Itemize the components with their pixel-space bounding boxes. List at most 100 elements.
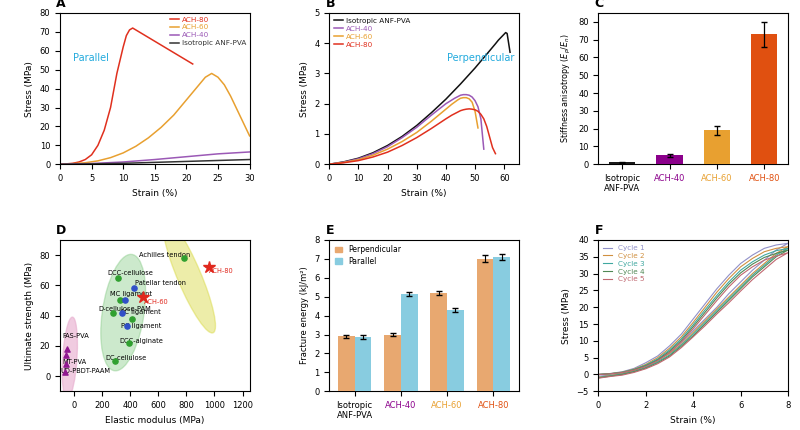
Cycle 4 [712, 310, 722, 315]
Cycle 5 [700, 312, 710, 317]
Cycle 5 [724, 285, 734, 290]
ACH-60 [118, 150, 128, 156]
Cycle 3 [759, 263, 769, 268]
Cycle 2 [771, 246, 781, 251]
ACH-60 [55, 162, 65, 167]
Point [122, 339, 135, 346]
ACH-60 [226, 94, 235, 99]
Cycle 1 [653, 353, 662, 359]
Cycle 5 [689, 334, 698, 339]
Cycle 3 [618, 370, 627, 375]
Cycle 4 [759, 264, 769, 270]
Point [118, 297, 131, 304]
Bar [704, 130, 730, 164]
Cycle 1 [618, 371, 627, 376]
ACH-40 [325, 162, 334, 167]
Cycle 2 [759, 261, 769, 266]
Isotropic ANF-PVA [412, 123, 422, 128]
ACH-80 [131, 28, 141, 33]
ACH-40 [450, 96, 459, 101]
ACH-40 [426, 113, 436, 118]
Text: D: D [56, 224, 66, 237]
ACH-40 [456, 92, 466, 98]
Y-axis label: Stress (MPa): Stress (MPa) [299, 61, 309, 117]
Cycle 2 [629, 366, 638, 372]
Cycle 3 [653, 359, 662, 364]
Cycle 3 [712, 293, 722, 298]
ACH-40 [245, 149, 254, 154]
Cycle 2 [759, 249, 769, 254]
Cycle 4 [748, 274, 758, 280]
ACH-80 [470, 107, 480, 112]
Cycle 1 [689, 316, 698, 322]
ACH-80 [465, 106, 474, 111]
Bar [609, 163, 635, 164]
Point [58, 368, 71, 375]
Bar [384, 335, 401, 391]
Legend: ACH-80, ACH-60, ACH-40, Isotropic ANF-PVA: ACH-80, ACH-60, ACH-40, Isotropic ANF-PV… [170, 16, 246, 46]
ACH-40 [368, 151, 378, 156]
Cycle 1 [594, 372, 603, 377]
Text: DCC-cellulose: DCC-cellulose [107, 270, 153, 276]
Cycle 1 [653, 357, 662, 362]
Cycle 1 [629, 368, 638, 373]
Cycle 1 [771, 247, 781, 252]
ACH-60 [462, 95, 471, 100]
ACH-80 [150, 39, 159, 44]
Cycle 5 [677, 345, 686, 350]
ACH-60 [207, 71, 217, 76]
ACH-80 [485, 135, 494, 140]
Point [107, 309, 120, 316]
Cycle 1 [783, 241, 793, 246]
Cycle 4 [629, 369, 638, 375]
Cycle 5 [700, 323, 710, 328]
Cycle 4 [606, 374, 615, 379]
ACH-60 [106, 155, 115, 160]
Ellipse shape [62, 317, 78, 399]
ACH-40 [465, 92, 474, 98]
Cycle 5 [606, 374, 615, 379]
ACH-60 [470, 109, 480, 114]
Isotropic ANF-PVA [501, 30, 510, 35]
ACH-60 [81, 160, 90, 165]
Cycle 3 [677, 336, 686, 341]
Point [177, 255, 190, 261]
Isotropic ANF-PVA [470, 65, 480, 71]
ACH-40 [118, 160, 128, 165]
Line: Isotropic ANF-PVA: Isotropic ANF-PVA [330, 33, 510, 164]
Cycle 3 [665, 353, 674, 358]
Cycle 5 [629, 368, 638, 373]
Text: F: F [594, 224, 603, 237]
ACH-80 [473, 109, 482, 114]
ACH-80 [456, 108, 466, 113]
Cycle 2 [618, 371, 627, 376]
Text: DCC-alginate: DCC-alginate [120, 338, 163, 344]
Y-axis label: Stress (MPa): Stress (MPa) [562, 288, 571, 344]
Legend: Isotropic ANF-PVA, ACH-40, ACH-60, ACH-80: Isotropic ANF-PVA, ACH-40, ACH-60, ACH-8… [333, 16, 412, 49]
ACH-40 [382, 144, 392, 149]
Cycle 4 [689, 324, 698, 329]
Isotropic ANF-PVA [182, 159, 191, 164]
Text: AC ligament: AC ligament [120, 309, 161, 315]
Cycle 2 [618, 369, 627, 375]
ACH-80 [339, 160, 349, 165]
ACH-80 [144, 35, 154, 40]
ACH-60 [175, 105, 185, 110]
Cycle 1 [724, 291, 734, 296]
ACH-80 [81, 157, 90, 162]
Text: ACH-60: ACH-60 [144, 298, 169, 304]
Cycle 5 [606, 371, 615, 376]
Cycle 4 [665, 353, 674, 359]
Cycle 5 [748, 264, 758, 270]
ACH-40 [86, 161, 96, 166]
Cycle 1 [712, 304, 722, 310]
Line: ACH-80: ACH-80 [60, 28, 193, 164]
Text: PC ligament: PC ligament [121, 323, 162, 329]
ACH-80 [122, 33, 131, 38]
ACH-80 [118, 44, 128, 49]
Cycle 3 [700, 307, 710, 313]
Cycle 2 [689, 320, 698, 325]
X-axis label: Strain (%): Strain (%) [402, 188, 446, 197]
Cycle 1 [712, 286, 722, 291]
Line: ACH-40: ACH-40 [330, 95, 484, 164]
